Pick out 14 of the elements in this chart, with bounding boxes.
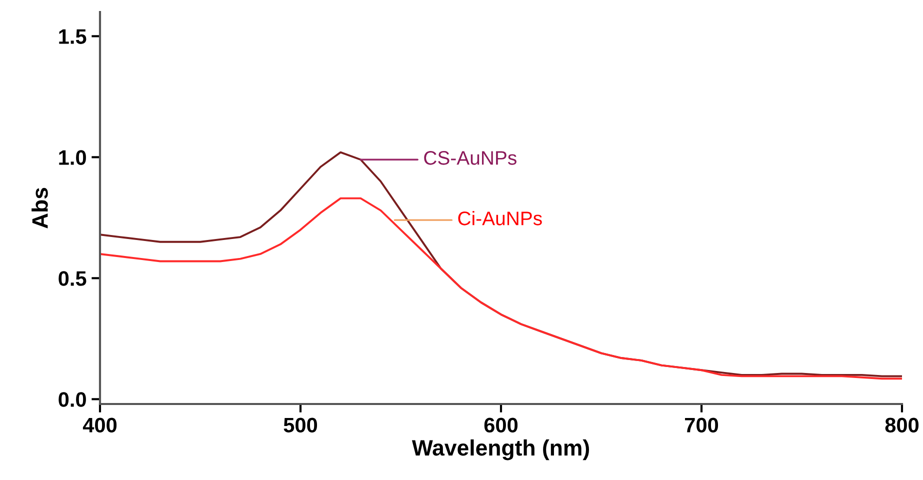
x-tick-label: 500: [284, 418, 318, 432]
annotation: CS-AuNPs: [424, 151, 516, 165]
y-tick-label: 0.0: [58, 392, 86, 407]
x-tick-label: 700: [685, 418, 718, 432]
line-series: [100, 197, 902, 380]
y-tick-label: 1.5: [59, 29, 86, 44]
x-tick-label: 600: [484, 418, 518, 432]
x-tick-label: 800: [885, 418, 919, 432]
annotation: Ci-AuNPs: [458, 211, 542, 226]
y-tick-label: 1.0: [59, 150, 86, 165]
y-axis-title: Abs: [32, 188, 48, 228]
y-tick-label: 0.5: [58, 271, 86, 286]
x-tick-label: 400: [82, 418, 117, 432]
x-axis-title: Wavelength (nm): [412, 439, 589, 460]
